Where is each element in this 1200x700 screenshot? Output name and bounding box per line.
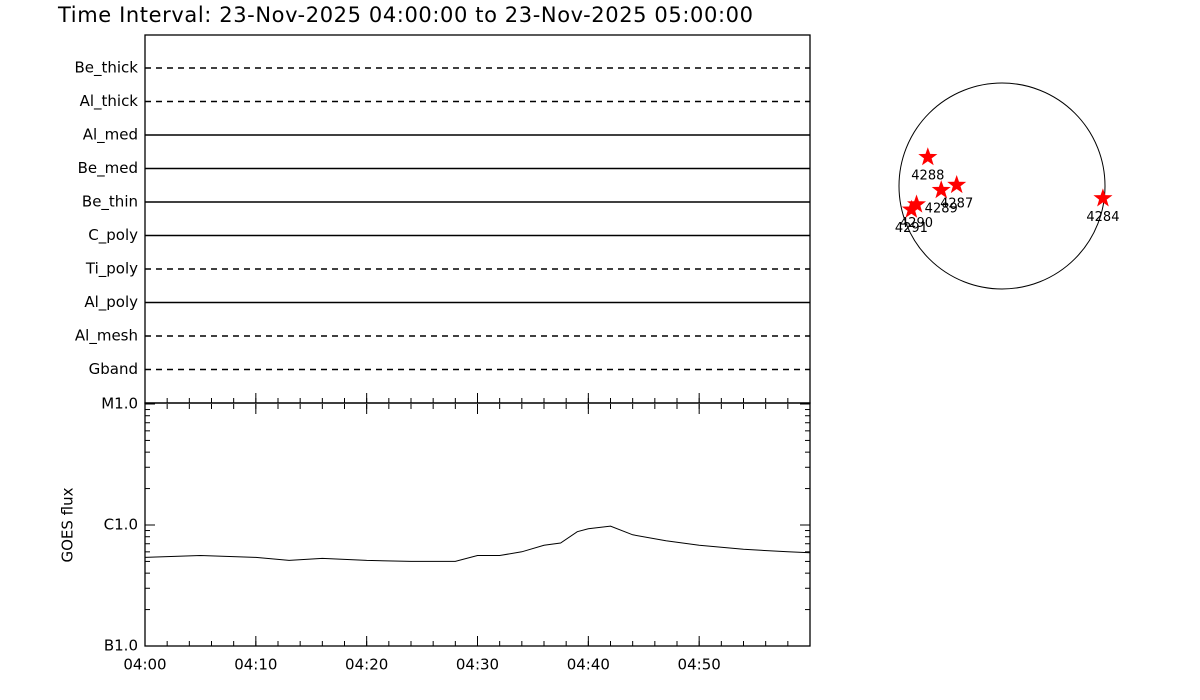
- y-tick-label: M1.0: [101, 395, 138, 413]
- filter-panel: [144, 34, 811, 404]
- region-label: 4290: [900, 216, 933, 231]
- region-label: 4288: [911, 169, 944, 184]
- filter-label: Gband: [89, 360, 138, 378]
- region-star: [901, 199, 921, 218]
- filter-label: Al_poly: [84, 293, 138, 312]
- y-axis-label: GOES flux: [59, 487, 77, 562]
- region-label: 4289: [925, 202, 958, 217]
- x-tick-label: 04:30: [456, 656, 499, 674]
- solar-limb: [898, 82, 1106, 290]
- region-star: [918, 147, 938, 166]
- goes-flux-line: [144, 525, 811, 562]
- filter-label: Ti_poly: [85, 260, 138, 279]
- x-tick-label: 04:00: [123, 656, 166, 674]
- region-star: [907, 194, 926, 213]
- region-label: 4291: [895, 221, 928, 236]
- filter-label: Be_thick: [74, 59, 138, 78]
- x-tick-label: 04:10: [234, 656, 277, 674]
- filter-label: Al_med: [83, 126, 138, 145]
- y-tick-label: B1.0: [104, 637, 138, 655]
- x-tick-label: 04:20: [345, 656, 388, 674]
- region-star: [1093, 188, 1113, 207]
- x-tick-label: 04:40: [567, 656, 610, 674]
- filter-label: Al_thick: [80, 92, 139, 111]
- region-label: 4287: [940, 196, 973, 211]
- filter-label: C_poly: [88, 226, 138, 245]
- goes-panel: [144, 402, 811, 647]
- title: Time Interval: 23-Nov-2025 04:00:00 to 2…: [57, 3, 754, 27]
- region-label: 4284: [1086, 210, 1119, 225]
- region-star: [931, 180, 951, 199]
- x-tick-label: 04:50: [678, 656, 721, 674]
- filter-label: Be_thin: [82, 193, 138, 212]
- filter-label: Be_med: [78, 159, 138, 178]
- y-tick-label: C1.0: [104, 516, 138, 534]
- filter-label: Al_mesh: [75, 327, 138, 346]
- region-star: [947, 175, 967, 194]
